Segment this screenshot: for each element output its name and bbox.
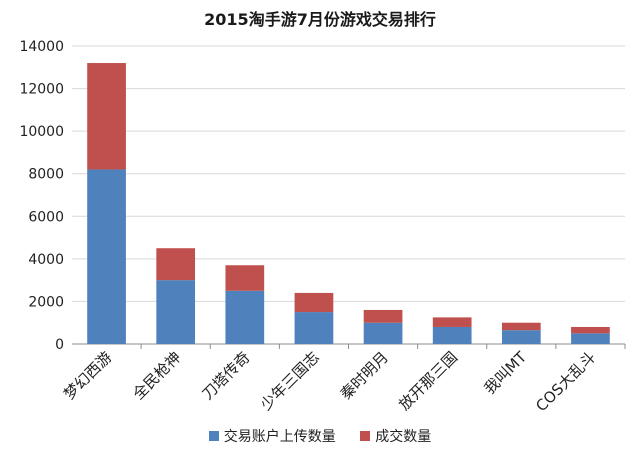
x-tick-label: 放开那三国 <box>395 348 461 414</box>
bar-upload <box>156 280 196 344</box>
bar-deals <box>225 265 265 291</box>
y-tick-label: 4000 <box>28 252 64 268</box>
y-tick-label: 2000 <box>28 294 64 310</box>
x-tick-label: 秦时明月 <box>337 348 392 403</box>
bar-upload <box>294 312 334 344</box>
x-tick-label: 刀塔传奇 <box>198 348 253 403</box>
x-tick-label: 梦幻西游 <box>60 348 115 403</box>
y-tick-label: 6000 <box>28 209 64 225</box>
bar-upload <box>571 333 610 344</box>
legend-swatch-upload <box>208 431 219 441</box>
bar-upload <box>501 330 541 344</box>
x-tick-label: 全民枪神 <box>129 348 184 403</box>
bar-deals <box>156 248 196 281</box>
chart-title: 2015淘手游7月份游戏交易排行 <box>204 10 436 29</box>
x-tick-label: COS大乱斗 <box>532 348 599 415</box>
y-tick-label: 10000 <box>19 124 64 140</box>
bar-deals <box>87 63 126 170</box>
y-tick-label: 8000 <box>28 167 64 183</box>
y-tick-label: 14000 <box>19 39 64 55</box>
legend-item-upload: 交易账户上传数量 <box>208 426 336 446</box>
x-tick-label: 少年三国志 <box>257 348 323 414</box>
bar-upload <box>225 290 265 344</box>
bar-upload <box>363 322 403 344</box>
bar-deals <box>363 309 403 323</box>
legend-item-deals: 成交数量 <box>360 426 431 446</box>
bar-deals <box>294 292 334 313</box>
bar-deals <box>432 317 472 327</box>
bar-deals <box>501 322 541 331</box>
legend-swatch-deals <box>360 431 371 441</box>
legend-label-deals: 成交数量 <box>375 429 432 445</box>
bar-upload <box>432 326 472 344</box>
bar-upload <box>87 169 126 344</box>
y-tick-label: 12000 <box>19 82 64 98</box>
bar-deals <box>571 326 610 334</box>
legend: 交易账户上传数量 成交数量 <box>0 426 640 446</box>
legend-label-upload: 交易账户上传数量 <box>223 429 336 445</box>
y-tick-label: 0 <box>55 337 64 353</box>
x-tick-label: 我叫MT <box>481 348 531 398</box>
